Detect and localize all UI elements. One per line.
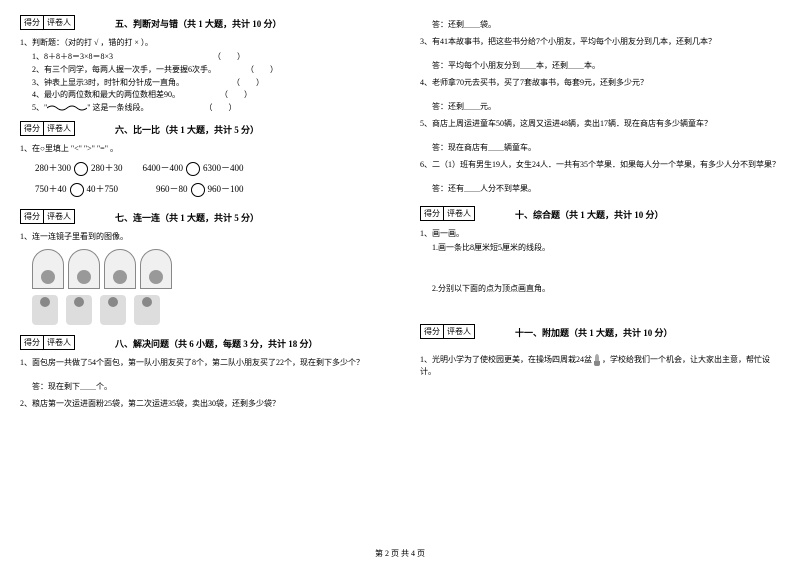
c2d: 960－100 — [208, 184, 244, 194]
mirror-icon — [32, 249, 64, 289]
score-box: 得分 评卷人 — [20, 335, 75, 350]
character-icon — [32, 295, 58, 325]
score-label: 得分 — [20, 335, 43, 350]
score-label: 得分 — [20, 209, 43, 224]
q11-1a: 1、光明小学为了使校园更美，在操场四周栽24盆 — [420, 355, 592, 364]
score-box: 得分 评卷人 — [20, 209, 75, 224]
section-7-header: 得分 评卷人 七、连一连（共 1 大题，共计 5 分） — [20, 209, 380, 228]
squiggle-icon — [47, 104, 87, 112]
compare-row-2: 750＋40 40＋750 960－80 960－100 — [35, 182, 380, 197]
circle-blank — [74, 162, 88, 176]
section-10-intro: 1、画一画。 — [420, 228, 780, 240]
score-label: 得分 — [420, 324, 443, 339]
compare-row-1: 280＋300 280＋30 6400－400 6300－400 — [35, 161, 380, 176]
q5-3: 3、钟表上显示3时，时针和分针成一直角。 （ ） — [32, 77, 380, 90]
bracket: （ ） — [246, 64, 278, 77]
a8-3: 答：平均每个小朋友分到＿＿本，还剩＿＿本。 — [432, 60, 780, 71]
bracket: （ ） — [205, 102, 237, 115]
score-box: 得分 评卷人 — [420, 324, 475, 339]
q8-5: 5、商店上周运进童车50辆，这周又运进48辆，卖出17辆．现在商店有多少辆童车？ — [420, 118, 780, 130]
q5-3-text: 3、钟表上显示3时，时针和分针成一直角。 — [32, 78, 184, 87]
q10-1: 1.画一条比8厘米短5厘米的线段。 — [432, 242, 780, 255]
circle-blank — [191, 183, 205, 197]
grader-label: 评卷人 — [43, 121, 75, 136]
score-box: 得分 评卷人 — [20, 121, 75, 136]
mirror-images — [32, 249, 380, 289]
section-5-header: 得分 评卷人 五、判断对与错（共 1 大题，共计 10 分） — [20, 15, 380, 34]
right-column: 答：还剩＿＿袋。 3、有41本故事书，把这些书分给7个小朋友，平均每个小朋友分到… — [400, 0, 800, 565]
score-label: 得分 — [20, 15, 43, 30]
c1d: 6300－400 — [203, 163, 244, 173]
character-icon — [134, 295, 160, 325]
score-box: 得分 评卷人 — [20, 15, 75, 30]
c2c: 960－80 — [156, 184, 188, 194]
mirror-icon — [68, 249, 100, 289]
score-box: 得分 评卷人 — [420, 206, 475, 221]
section-5-title: 五、判断对与错（共 1 大题，共计 10 分） — [115, 17, 282, 30]
section-11-header: 得分 评卷人 十一、附加题（共 1 大题，共计 10 分） — [420, 324, 780, 343]
section-5-intro: 1、判断题：（对的打 √ ，错的打 × ）。 — [20, 37, 380, 49]
section-11-title: 十一、附加题（共 1 大题，共计 10 分） — [515, 326, 673, 339]
grader-label: 评卷人 — [43, 209, 75, 224]
circle-blank — [186, 162, 200, 176]
a8-6: 答：还有＿＿人分不到苹果。 — [432, 183, 780, 194]
grader-label: 评卷人 — [443, 206, 475, 221]
bracket: （ ） — [213, 51, 245, 64]
q8-4: 4、老师拿70元去买书，买了7套故事书，每套9元，还剩多少元？ — [420, 77, 780, 89]
c2a: 750＋40 — [35, 184, 67, 194]
q8-3: 3、有41本故事书，把这些书分给7个小朋友，平均每个小朋友分到几本，还剩几本？ — [420, 36, 780, 48]
grader-label: 评卷人 — [43, 15, 75, 30]
q5-5: 5、"" 这是一条线段。（ ） — [32, 102, 380, 115]
q10-2: 2.分别以下面的点为顶点画直角。 — [432, 283, 780, 296]
q11-1: 1、光明小学为了使校园更美，在操场四周栽24盆，学校给我们一个机会，让大家出主意… — [420, 354, 780, 378]
q8-1: 1、面包房一共做了54个面包，第一队小朋友买了8个，第二队小朋友买了22个，现在… — [20, 357, 380, 369]
grader-label: 评卷人 — [443, 324, 475, 339]
character-icon — [66, 295, 92, 325]
c1b: 280＋30 — [91, 163, 123, 173]
section-8-title: 八、解决问题（共 6 小题，每题 3 分，共计 18 分） — [115, 337, 318, 350]
section-10-title: 十、综合题（共 1 大题，共计 10 分） — [515, 208, 664, 221]
mirror-icon — [104, 249, 136, 289]
q5-1-text: 1、8＋8＋8＝3×8＝8×3 — [32, 52, 113, 61]
a8-4: 答：还剩＿＿元。 — [432, 101, 780, 112]
section-6-header: 得分 评卷人 六、比一比（共 1 大题，共计 5 分） — [20, 121, 380, 140]
circle-blank — [70, 183, 84, 197]
section-6-title: 六、比一比（共 1 大题，共计 5 分） — [115, 123, 259, 136]
q5-4-text: 4、最小的两位数和最大的两位数相差90。 — [32, 90, 180, 99]
character-icon — [100, 295, 126, 325]
c1c: 6400－400 — [143, 163, 184, 173]
left-column: 得分 评卷人 五、判断对与错（共 1 大题，共计 10 分） 1、判断题：（对的… — [0, 0, 400, 565]
section-10-header: 得分 评卷人 十、综合题（共 1 大题，共计 10 分） — [420, 206, 780, 225]
score-label: 得分 — [20, 121, 43, 136]
section-7-title: 七、连一连（共 1 大题，共计 5 分） — [115, 211, 259, 224]
q5-2: 2、有三个同学，每两人握一次手，一共要握6次手。 （ ） — [32, 64, 380, 77]
q5-1: 1、8＋8＋8＝3×8＝8×3 （ ） — [32, 51, 380, 64]
a8-5: 答：现在商店有＿＿辆童车。 — [432, 142, 780, 153]
c1a: 280＋300 — [35, 163, 71, 173]
plant-icon — [592, 354, 602, 366]
q5-4: 4、最小的两位数和最大的两位数相差90。 （ ） — [32, 89, 380, 102]
q5-2-text: 2、有三个同学，每两人握一次手，一共要握6次手。 — [32, 65, 216, 74]
section-7-intro: 1、连一连镜子里看到的图像。 — [20, 231, 380, 243]
page-footer: 第 2 页 共 4 页 — [0, 548, 800, 559]
a8-1: 答：现在剩下＿＿个。 — [32, 381, 380, 392]
section-8-header: 得分 评卷人 八、解决问题（共 6 小题，每题 3 分，共计 18 分） — [20, 335, 380, 354]
c2b: 40＋750 — [87, 184, 119, 194]
bracket: （ ） — [220, 89, 252, 102]
character-images — [32, 295, 380, 325]
score-label: 得分 — [420, 206, 443, 221]
q8-2: 2、粮店第一次运进面粉25袋，第二次运进35袋，卖出30袋，还剩多少袋？ — [20, 398, 380, 410]
mirror-icon — [140, 249, 172, 289]
q8-6: 6、二（1）班有男生19人，女生24人．一共有35个苹果．如果每人分一个苹果，有… — [420, 159, 780, 171]
section-6-intro: 1、在○里填上 "<" ">" "=" 。 — [20, 143, 380, 155]
bracket: （ ） — [232, 77, 264, 90]
grader-label: 评卷人 — [43, 335, 75, 350]
a8-2: 答：还剩＿＿袋。 — [432, 19, 780, 30]
